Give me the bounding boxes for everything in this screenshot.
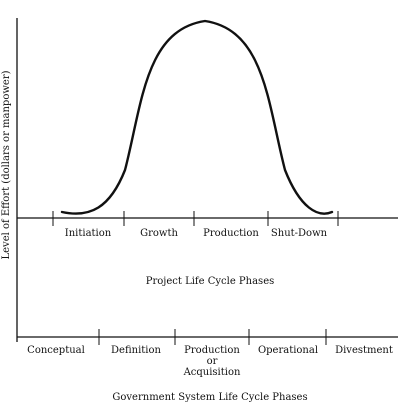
project-phase-label: Production [203,228,259,239]
government-caption: Government System Life Cycle Phases [112,392,307,403]
government-phase-label-line3: Acquisition [183,367,241,378]
government-phase-label: Production [184,345,240,356]
government-phase-label: Conceptual [27,345,85,356]
effort-curve [60,19,334,215]
y-axis-label: Level of Effort (dollars or manpower) [1,70,12,259]
project-phase-label: Initiation [65,228,112,239]
government-phase-label-line2: or [207,356,218,367]
project-phase-label: Shut-Down [271,228,328,239]
government-phase-label: Divestment [335,345,393,356]
government-phase-label: Definition [111,345,161,356]
project-caption: Project Life Cycle Phases [146,276,275,287]
government-phase-label: Operational [258,345,318,356]
project-phase-label: Growth [140,228,178,239]
